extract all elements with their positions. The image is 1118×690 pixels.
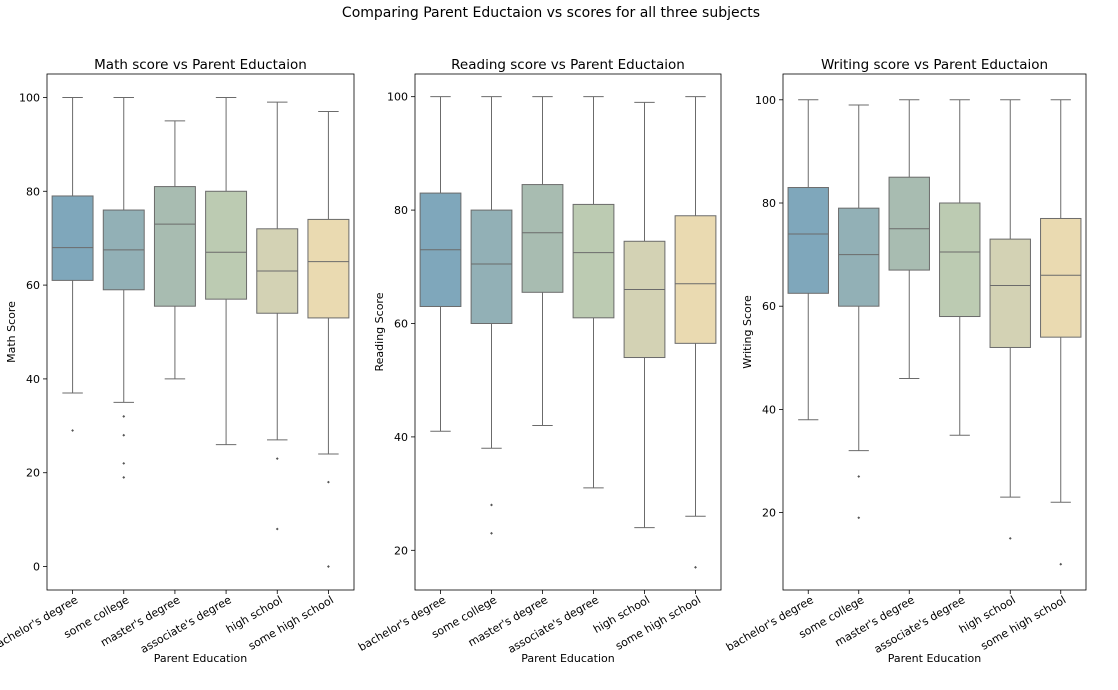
box-master-s-degree — [521, 96, 564, 427]
x-tick-label: bachelor's degree — [724, 593, 816, 654]
y-tick-label: 60 — [762, 300, 776, 313]
outlier-point — [490, 503, 493, 507]
box-iqr — [787, 187, 829, 294]
figure-title: Comparing Parent Eductaion vs scores for… — [342, 5, 760, 21]
x-tick-label: some high school — [246, 593, 336, 652]
y-tick-label: 100 — [755, 94, 776, 107]
box-some-college — [102, 96, 145, 479]
box-bachelor-s-degree — [419, 96, 462, 432]
box-high-school — [623, 101, 666, 529]
box-some-college — [838, 104, 880, 520]
y-tick-label: 80 — [762, 197, 776, 210]
box-master-s-degree — [888, 99, 930, 379]
y-tick-label: 20 — [394, 544, 408, 557]
outlier-point — [275, 457, 279, 461]
x-tick-label: associate's degree — [872, 593, 968, 656]
plot-frame — [414, 73, 722, 591]
box-associate-s-degree — [572, 96, 615, 489]
outlier-point — [1008, 537, 1012, 540]
box-iqr — [521, 184, 564, 293]
panel-title: Writing score vs Parent Eductaion — [821, 57, 1048, 73]
box-bachelor-s-degree — [787, 99, 829, 421]
y-tick-label: 80 — [26, 185, 40, 198]
y-tick-label: 40 — [26, 373, 40, 386]
outlier-point — [694, 565, 697, 569]
box-iqr — [572, 203, 615, 319]
outlier-point — [1059, 562, 1063, 566]
box-iqr — [470, 209, 513, 324]
box-associate-s-degree — [939, 99, 981, 436]
box-some-college — [470, 96, 513, 535]
x-axis-label: Parent Education — [888, 652, 982, 665]
panel-title: Math score vs Parent Eductaion — [94, 57, 307, 73]
y-axis-label: Reading Score — [373, 292, 386, 371]
box-iqr — [838, 207, 880, 307]
box-some-high-school — [674, 96, 717, 569]
outlier-point — [122, 461, 126, 465]
box-iqr — [989, 238, 1031, 348]
box-high-school — [989, 99, 1031, 540]
box-master-s-degree — [153, 120, 196, 380]
outlier-point — [857, 516, 861, 520]
y-axis-label: Math Score — [5, 301, 18, 363]
plot-frame — [782, 73, 1087, 591]
x-axis-label: Parent Education — [154, 652, 248, 665]
outlier-point — [122, 476, 126, 479]
panel-1: Math score vs Parent Eductaion 0 20 40 60 80 1… — [0, 57, 355, 665]
outlier-point — [327, 565, 330, 568]
y-tick-label: 60 — [394, 317, 408, 330]
y-tick-label: 100 — [387, 91, 408, 104]
y-tick-label: 20 — [26, 467, 40, 480]
outlier-point — [122, 415, 126, 418]
x-tick-label: bachelor's degree — [356, 593, 448, 654]
panel-3: Writing score vs Parent Eductaion 20 40 60 8… — [724, 57, 1087, 665]
y-tick-label: 20 — [762, 507, 776, 520]
box-bachelor-s-degree — [51, 96, 94, 432]
box-iqr — [674, 215, 717, 344]
y-axis-label: Writing Score — [741, 295, 754, 369]
y-tick-label: 80 — [394, 204, 408, 217]
x-axis-label: Parent Education — [521, 652, 615, 665]
y-tick-label: 40 — [762, 403, 776, 416]
outlier-point — [327, 480, 330, 484]
outlier-point — [275, 527, 279, 531]
outlier-point — [122, 433, 126, 437]
y-tick-label: 40 — [394, 431, 408, 444]
outlier-point — [71, 429, 74, 432]
x-tick-label: bachelor's degree — [0, 593, 80, 654]
panel-2: Reading score vs Parent Eductaion 20 40 60 8… — [356, 57, 722, 665]
outlier-point — [490, 531, 493, 535]
box-iqr — [51, 195, 94, 281]
x-tick-label: associate's degree — [138, 593, 234, 656]
box-high-school — [256, 101, 299, 531]
box-some-high-school — [307, 111, 350, 568]
box-iqr — [307, 218, 350, 319]
box-some-high-school — [1040, 99, 1082, 566]
box-associate-s-degree — [205, 96, 248, 446]
box-iqr — [623, 240, 666, 359]
x-tick-label: associate's degree — [506, 593, 602, 656]
outlier-point — [857, 475, 861, 478]
x-tick-label: some high school — [978, 593, 1068, 652]
box-iqr — [153, 186, 196, 307]
panel-title: Reading score vs Parent Eductaion — [451, 57, 685, 73]
box-iqr — [888, 176, 930, 271]
y-tick-label: 100 — [19, 91, 40, 104]
box-iqr — [939, 202, 981, 318]
plot-frame — [46, 73, 355, 591]
y-tick-label: 60 — [26, 279, 40, 292]
box-iqr — [205, 190, 248, 300]
x-tick-label: some high school — [613, 593, 703, 652]
y-tick-label: 0 — [33, 561, 40, 574]
box-iqr — [1040, 217, 1082, 338]
